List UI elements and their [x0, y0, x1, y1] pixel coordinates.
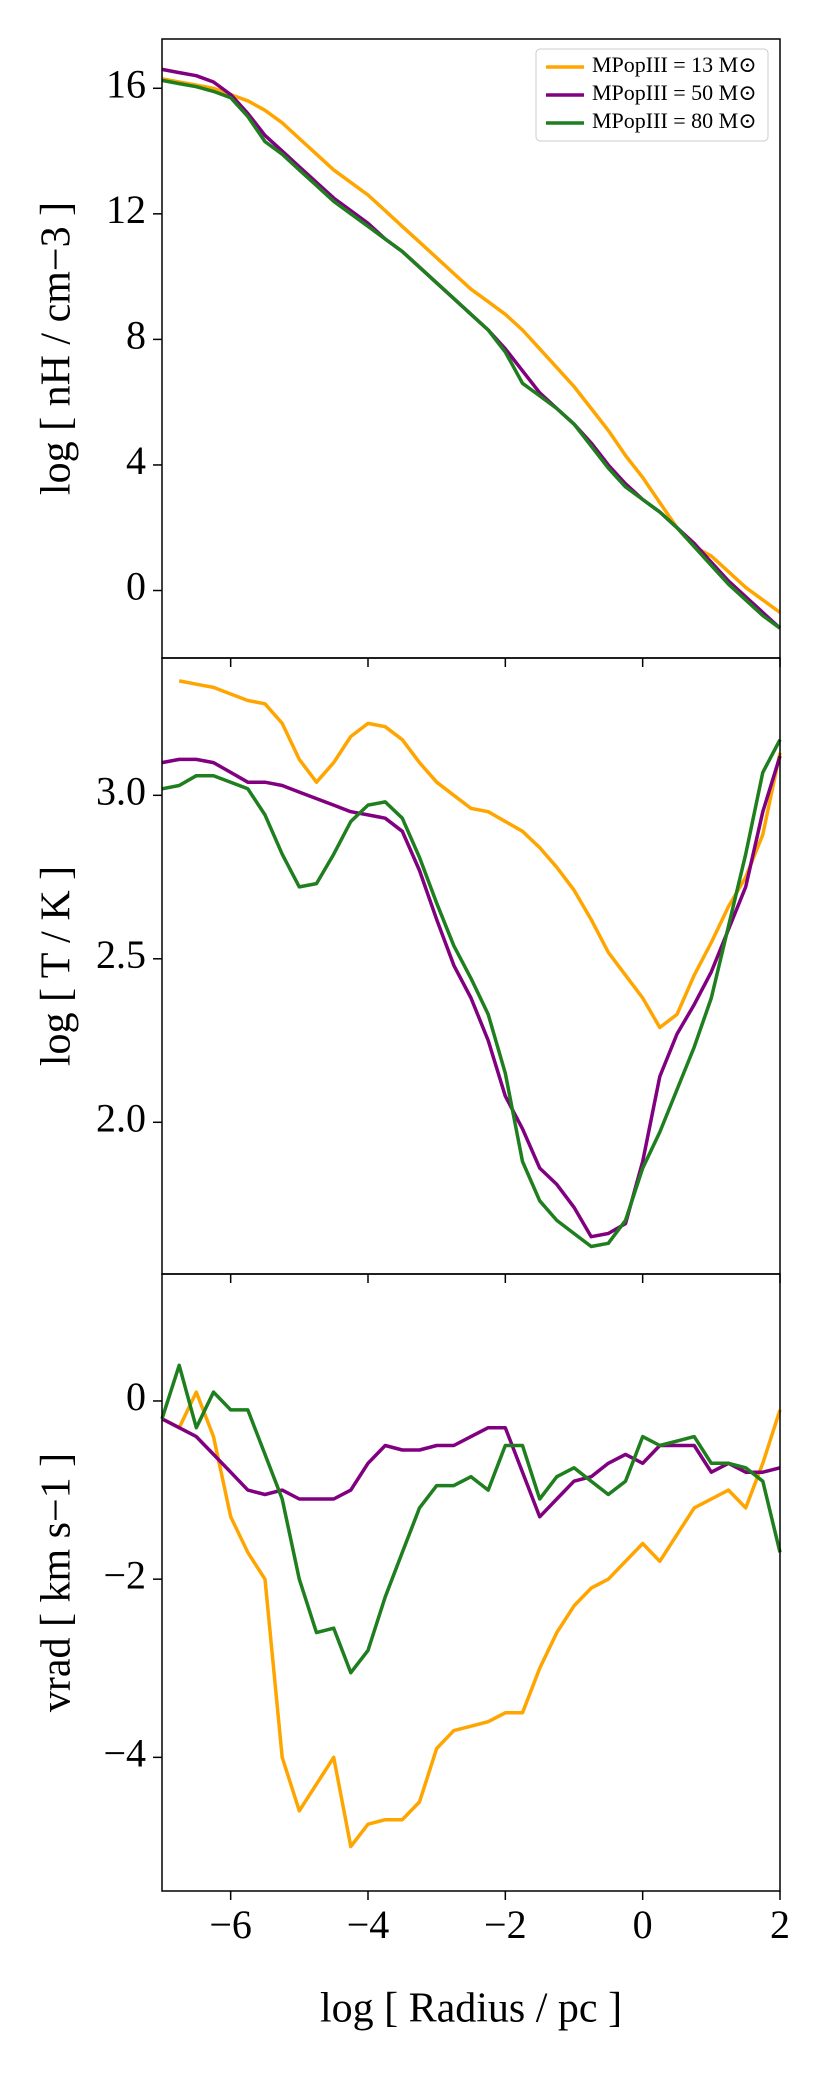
- x-tick-label: −6: [209, 1902, 252, 1947]
- legend-label: MPopIII = 80 M⊙: [592, 108, 757, 133]
- data-line: [161, 755, 782, 1239]
- data-line: [161, 78, 782, 630]
- y-tick-label: 3.0: [96, 768, 146, 813]
- y-tick-label: −4: [103, 1731, 146, 1776]
- data-line: [178, 679, 782, 1030]
- data-line: [161, 738, 782, 1249]
- x-axis-label: log [ Radius / pc ]: [320, 1986, 622, 2032]
- y-axis-label: log [ T / K ]: [34, 866, 80, 1066]
- y-tick-label: 8: [126, 313, 146, 358]
- y-tick-label: 2.0: [96, 1095, 146, 1140]
- x-tick-label: −2: [484, 1902, 527, 1947]
- y-tick-label: 16: [106, 61, 146, 106]
- legend-box: [535, 48, 769, 142]
- y-tick-label: −2: [103, 1552, 146, 1597]
- x-tick-label: −4: [347, 1902, 390, 1947]
- x-tick-label: 0: [633, 1902, 653, 1947]
- y-tick-label: 12: [106, 187, 146, 232]
- data-line: [161, 1390, 782, 1849]
- axes-frame: [161, 1273, 781, 1892]
- y-tick-label: 4: [126, 438, 146, 483]
- x-tick-label: 2: [770, 1902, 790, 1947]
- data-line: [161, 77, 782, 614]
- y-tick-label: 0: [126, 1374, 146, 1419]
- legend-label: MPopIII = 50 M⊙: [592, 80, 757, 105]
- y-axis-label: log [ nH / cm−3 ]: [34, 202, 80, 495]
- legend-label: MPopIII = 13 M⊙: [592, 52, 757, 77]
- data-line: [161, 67, 782, 630]
- y-tick-label: 0: [126, 564, 146, 609]
- y-axis-label: vrad [ km s−1 ]: [34, 1453, 80, 1712]
- axes-frame: [161, 657, 781, 1275]
- data-line: [161, 1417, 781, 1519]
- data-line: [160, 1363, 782, 1675]
- y-tick-label: 2.5: [96, 932, 146, 977]
